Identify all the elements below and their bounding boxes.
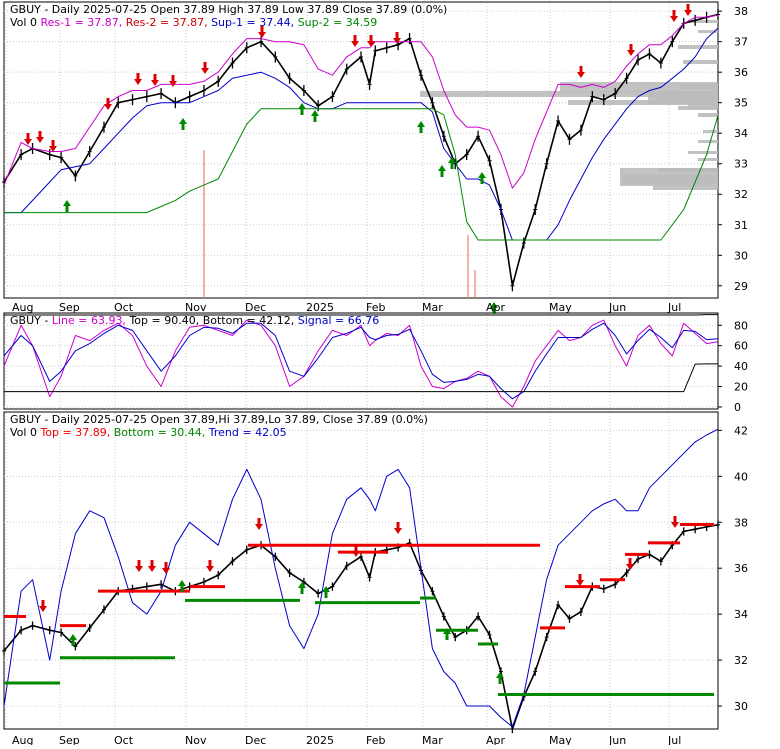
x-tick-label: 2025 [306, 734, 334, 745]
volume-profile-bar [620, 168, 718, 186]
panel-subheader-trend: Vol 0 Top = 37.89, Bottom = 30.44, Trend… [10, 426, 287, 439]
y-tick-label: 35 [734, 97, 748, 110]
volume-profile-bar [703, 130, 718, 133]
volume-profile-bar [698, 140, 718, 143]
header-segment: Vol 0 [10, 426, 40, 439]
volume-profile-bar [698, 158, 718, 161]
y-tick-label: 20 [734, 381, 748, 394]
x-tick-label: May [549, 734, 572, 745]
y-tick-label: 34 [734, 608, 748, 621]
x-tick-label: Sep [59, 301, 80, 314]
header-segment: Line = 63.93, [52, 314, 130, 327]
y-tick-label: 0 [734, 401, 741, 414]
y-tick-label: 38 [734, 5, 748, 18]
header-segment: Vol 0 [10, 16, 40, 29]
header-segment: Res-2 = 37.87, [126, 16, 211, 29]
x-tick-label: Aug [12, 734, 33, 745]
x-tick-label: May [549, 301, 572, 314]
volume-profile-bar [678, 45, 718, 49]
x-tick-label: Sep [59, 734, 80, 745]
y-tick-label: 40 [734, 360, 748, 373]
header-segment: Sup-2 = 34.59 [298, 16, 378, 29]
x-tick-label: Jul [667, 734, 681, 745]
x-tick-label: Oct [114, 301, 134, 314]
y-tick-label: 32 [734, 654, 748, 667]
y-tick-label: 42 [734, 424, 748, 437]
header-segment: Sup-1 = 37.44, [211, 16, 298, 29]
y-tick-label: 30 [734, 700, 748, 713]
y-tick-label: 34 [734, 127, 748, 140]
x-tick-label: Apr [486, 301, 506, 314]
panel-frame-main [4, 2, 718, 298]
x-tick-label: Mar [422, 301, 443, 314]
header-segment: Res-1 = 37.87, [40, 16, 125, 29]
y-tick-label: 38 [734, 516, 748, 529]
y-tick-label: 36 [734, 66, 748, 79]
volume-profile-bar [678, 106, 718, 110]
header-segment: Signal = 66.76 [298, 314, 380, 327]
x-tick-label: Feb [366, 734, 385, 745]
header-segment: Trend = 42.05 [208, 426, 287, 439]
x-tick-label: Nov [185, 734, 207, 745]
volume-profile-bar [688, 151, 718, 154]
header-segment: Top = 90.40, [128, 314, 202, 327]
header-segment: Bottom = 30.44, [114, 426, 209, 439]
x-tick-label: Feb [366, 301, 385, 314]
header-segment: GBUY - [10, 314, 52, 327]
y-tick-label: 31 [734, 219, 748, 232]
panel-header-stoch: GBUY - Line = 63.93, Top = 90.40, Bottom… [10, 314, 379, 327]
x-tick-label: Mar [422, 734, 443, 745]
volume-profile-bar [698, 113, 718, 117]
panel-header-trend: GBUY - Daily 2025-07-25 Open 37.89,Hi 37… [10, 413, 428, 426]
volume-profile-bar [420, 91, 718, 97]
x-tick-label: Jun [608, 301, 626, 314]
x-tick-label: Aug [12, 301, 33, 314]
x-tick-label: Apr [486, 734, 506, 745]
header-segment: Bottom = 42.12, [203, 314, 298, 327]
x-tick-label: Dec [245, 301, 266, 314]
x-tick-label: Jul [667, 301, 681, 314]
panel-subheader-main: Vol 0 Res-1 = 37.87, Res-2 = 37.87, Sup-… [10, 16, 377, 29]
volume-profile-bar [683, 60, 718, 64]
panel-header-main: GBUY - Daily 2025-07-25 Open 37.89 High … [10, 3, 447, 16]
x-tick-label: 2025 [306, 301, 334, 314]
panel-frame-trend [4, 412, 718, 729]
x-tick-label: Dec [245, 734, 266, 745]
header-segment: GBUY - Daily 2025-07-25 Open 37.89,Hi 37… [10, 413, 428, 426]
x-tick-label: Oct [114, 734, 134, 745]
y-tick-label: 33 [734, 158, 748, 171]
x-tick-label: Nov [185, 301, 207, 314]
y-tick-label: 80 [734, 319, 748, 332]
y-tick-label: 29 [734, 280, 748, 293]
header-segment: Top = 37.89, [39, 426, 113, 439]
y-tick-label: 30 [734, 249, 748, 262]
y-tick-label: 32 [734, 188, 748, 201]
x-tick-label: Jun [608, 734, 626, 745]
y-tick-label: 60 [734, 340, 748, 353]
y-tick-label: 37 [734, 36, 748, 49]
header-segment: GBUY - Daily 2025-07-25 Open 37.89 High … [10, 3, 447, 16]
y-tick-label: 36 [734, 562, 748, 575]
y-tick-label: 40 [734, 470, 748, 483]
